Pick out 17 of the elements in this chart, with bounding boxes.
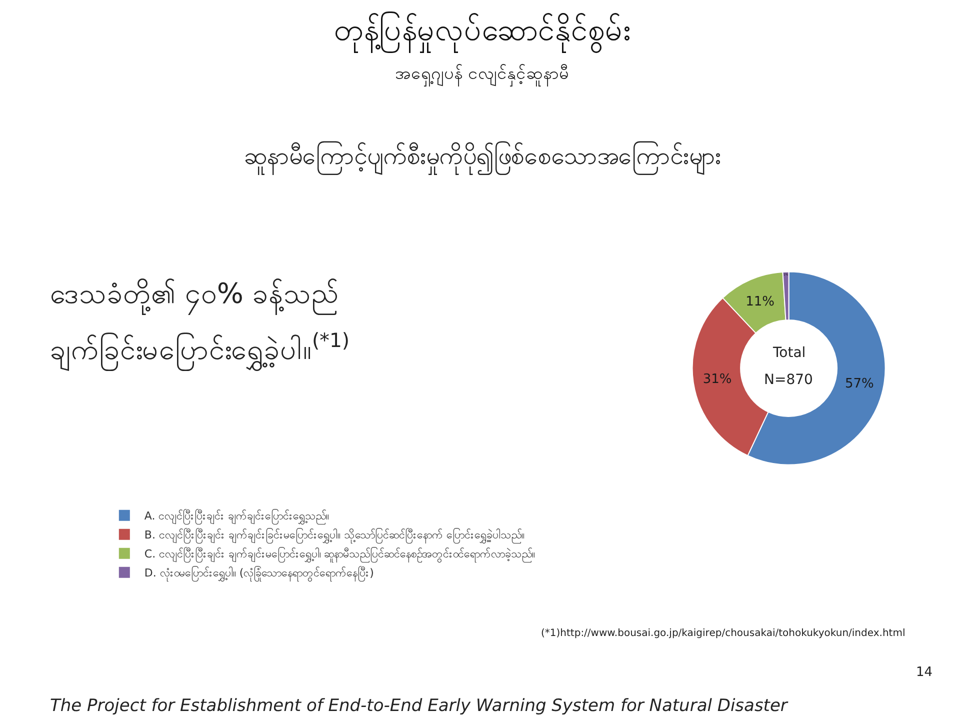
- text: The Project for Establishment of End-to-End Early Warning System for Natural Disaster: [50, 696, 788, 716]
- text: ဆူနာမီကြောင့်ပျက်စီးမှုကိုပို၍ဖြစ်စေသောအကြောင်းများ: [244, 140, 721, 175]
- text: ဒေသခံတို့၏ ၄၀% ခန့်သည်: [50, 276, 340, 316]
- legend-label: B. ငလျင်ပြီးပြီးချင်း ချက်ချင်းခြင်းမပြောင်းရွှေ့ပါ။ သို့သော်ပြင်ဆင်ပြီးနောက် ပြောင်းရွှေ့ခဲ့ပါသည်။: [144, 528, 524, 544]
- text: 14: [916, 665, 933, 680]
- data-label: 31%: [702, 372, 732, 388]
- text: (*1)http://www.bousai.go.jp/kaigirep/chousakai/tohokukyokun/index.html: [541, 628, 906, 639]
- legend-label: A. ငလျင်ပြီးပြီးချင်း ချက်ချင်းပြောင်းရွှေ့သည်။: [144, 508, 330, 525]
- data-label: 57%: [844, 376, 874, 392]
- text: N=870: [764, 372, 813, 388]
- text: ချက်ခြင်းမပြောင်းရွှေ့ခဲ့ပါ။$^{(*1)}$: [50, 329, 350, 372]
- data-label: 11%: [746, 294, 775, 310]
- chart-subtitle: အရှေ့ဂျပန် ငလျင်နှင့်ဆူနာမီ: [394, 64, 570, 87]
- legend-label: C. ငလျင်ပြီးပြီးချင်း ချက်ချင်းမပြောင်းရွှေ့ပါ၊ ဆူနာမီသည်ပြင်ဆင်နေစဉ်အတွင်းဝင်ရောက်လာခဲ့သည်။: [144, 546, 536, 563]
- legend-label: D. လုံးဝမပြောင်းရွှေ့ပါ။ (လုံခြုံသောနေရာတွင်ရောက်နေပြီး): [144, 566, 374, 582]
- chart-title: တုန့်ပြန်မှုလုပ်ဆောင်နိုင်စွမ်း: [334, 10, 630, 54]
- text: Total: [772, 345, 806, 361]
